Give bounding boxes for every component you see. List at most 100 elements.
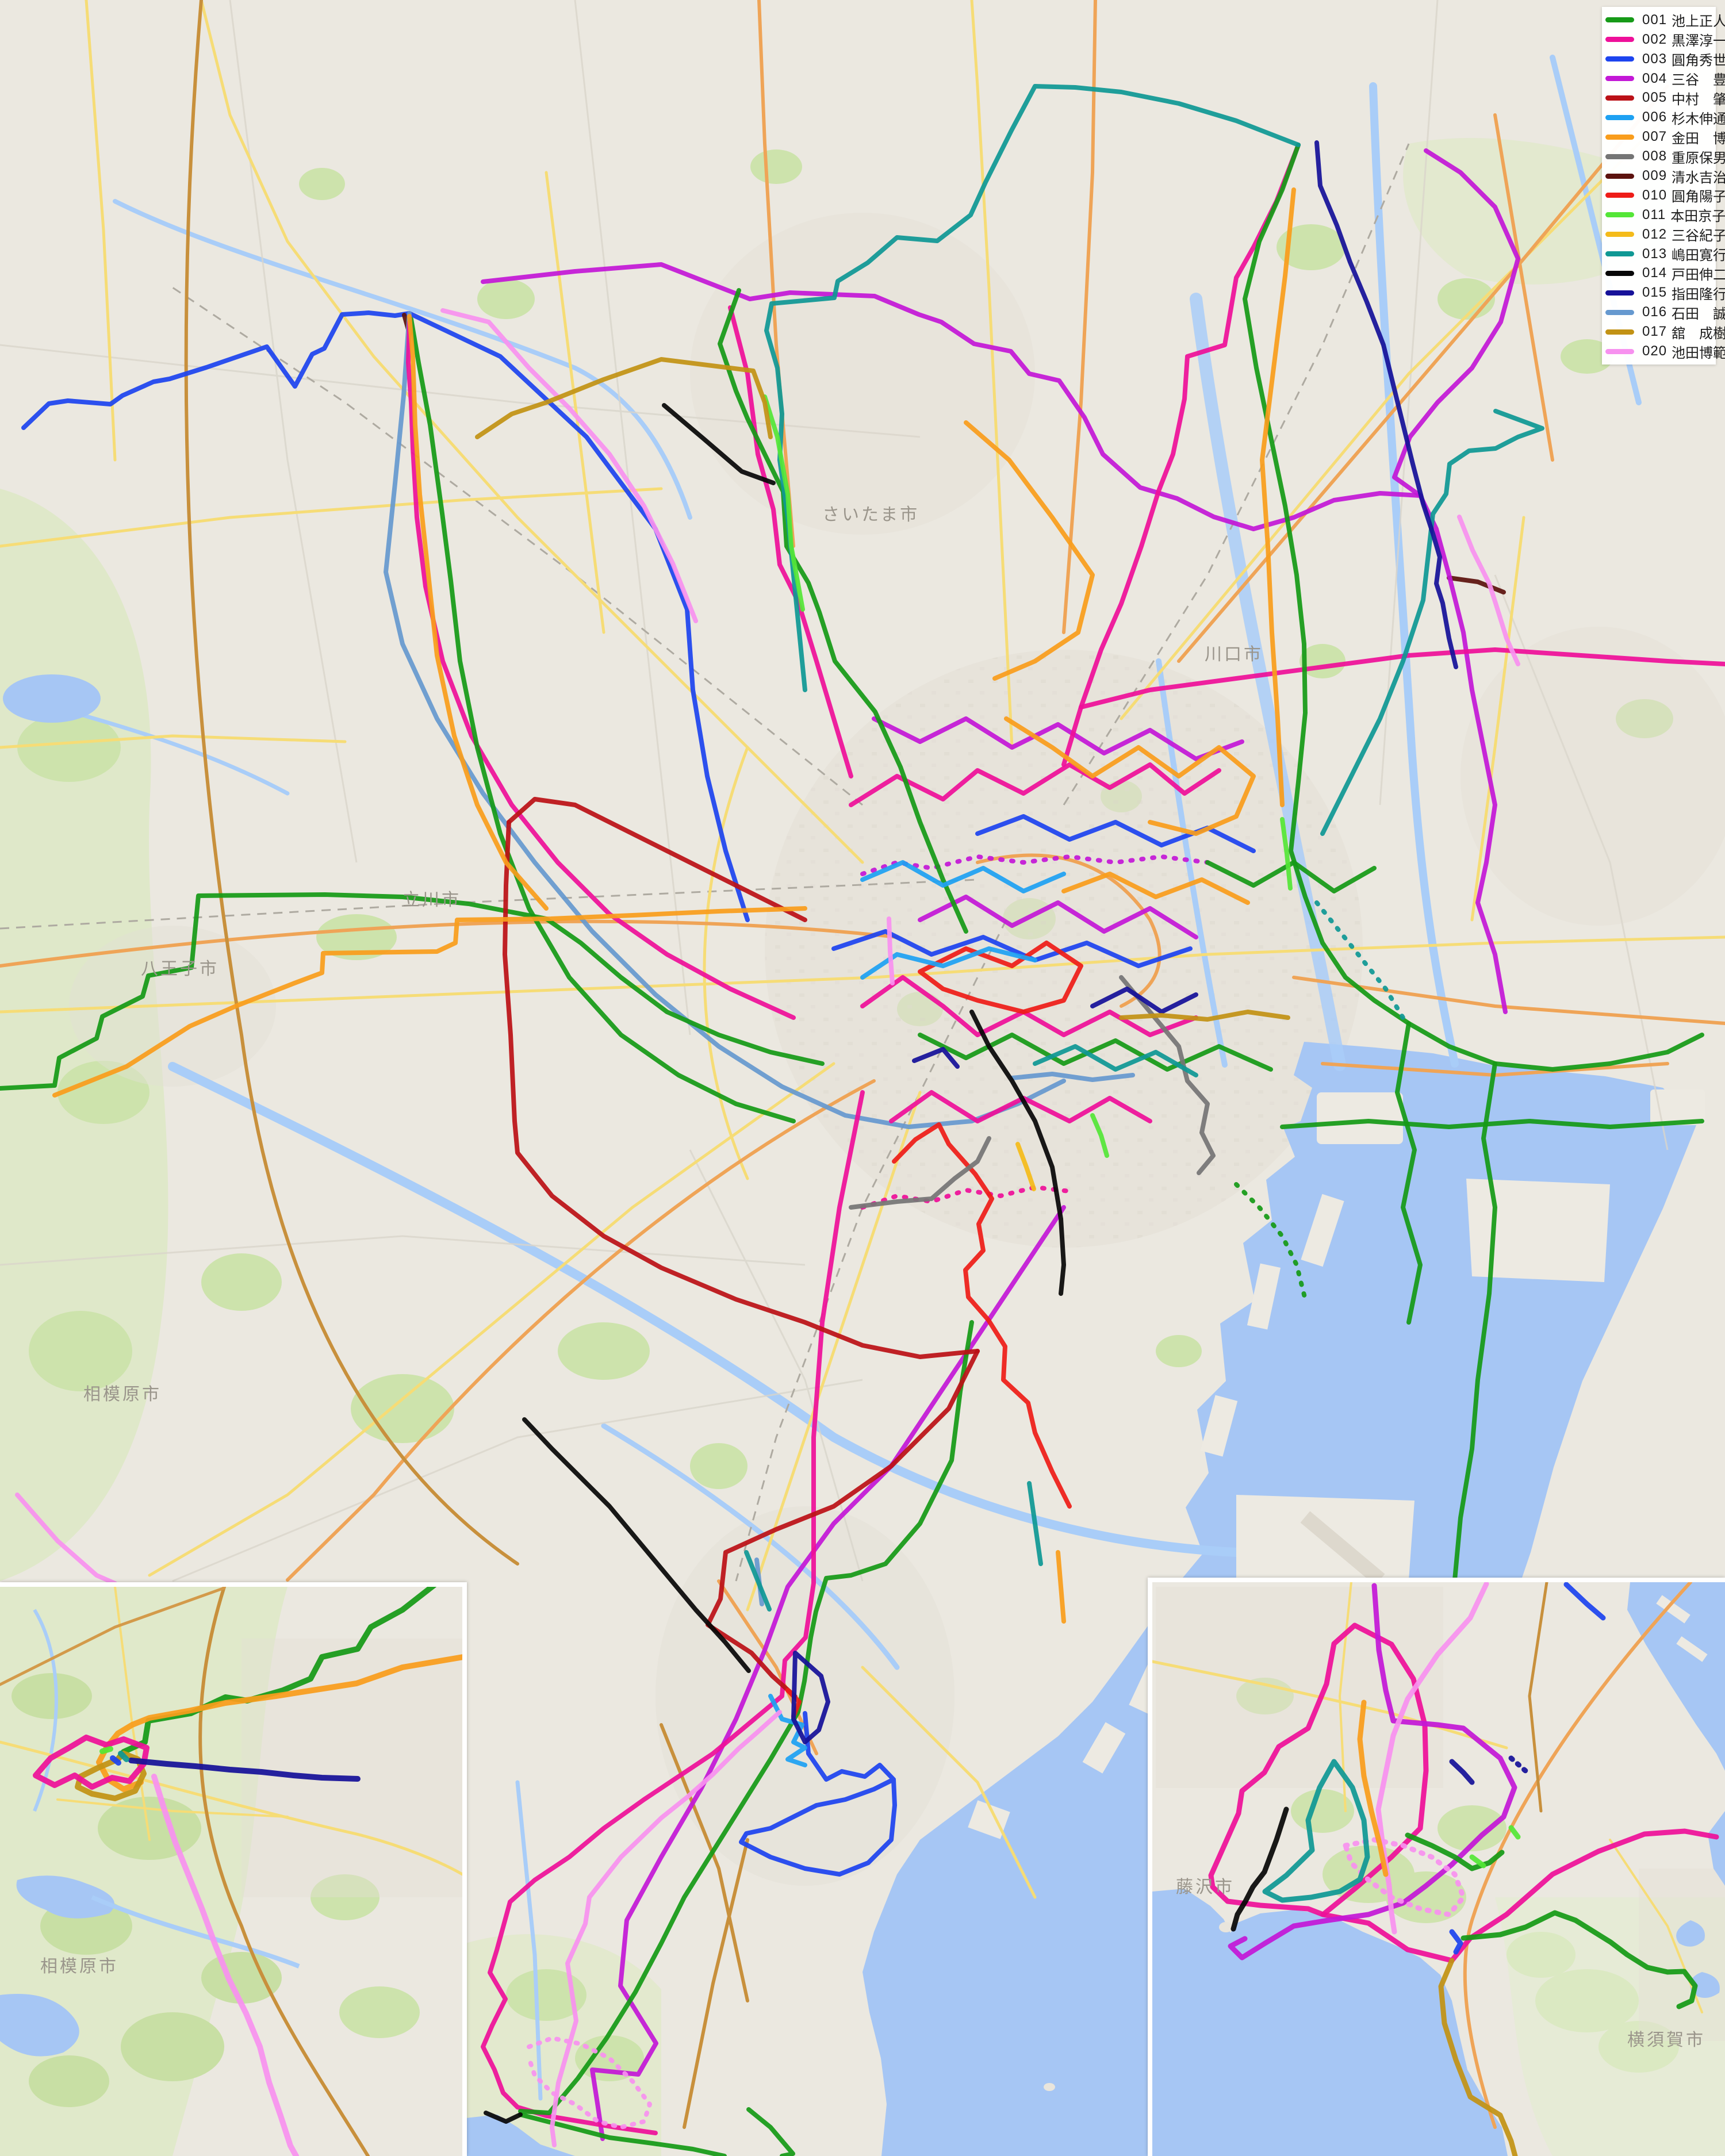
gps-track-013 <box>1320 409 1544 836</box>
gps-track-007 <box>1056 1550 1066 1624</box>
legend-entry-name: 指田隆行 <box>1672 286 1725 302</box>
legend-entry-name: 重原保男 <box>1672 150 1725 166</box>
gps-track-016 <box>384 311 1066 1129</box>
legend-row: 004 三谷 豊 <box>1604 70 1725 88</box>
gps-track-012 <box>1015 1142 1036 1191</box>
legend-entry-name: 圓角陽子 <box>1672 189 1725 205</box>
legend-color-swatch <box>1605 348 1634 354</box>
gps-track-011 <box>99 1746 113 1754</box>
legend-entry-id: 012 <box>1642 226 1667 242</box>
gps-track-017 <box>1119 1010 1290 1022</box>
gps-track-002 <box>1320 1828 1719 1963</box>
legend-row: 009 清水吉治 <box>1604 167 1725 186</box>
legend-row: 020 池田博範 <box>1604 343 1725 361</box>
gps-track-001 <box>1452 1061 1497 1582</box>
legend-entry-id: 017 <box>1642 324 1667 340</box>
gps-track-014 <box>662 403 776 485</box>
inset-right-terrain <box>1156 1587 1725 2156</box>
legend-entry-name: 石田 誠 <box>1672 306 1725 322</box>
gps-track-020 <box>1343 1837 1466 1917</box>
legend-entry-name: 圓角秀世 <box>1672 53 1725 69</box>
gps-track-020 <box>15 1493 117 1586</box>
gps-track-015 <box>1508 1755 1528 1774</box>
legend-row: 014 戸田伸二 <box>1604 264 1725 283</box>
gps-track-003 <box>407 311 750 922</box>
gps-track-007 <box>1061 872 1250 905</box>
park-blobs <box>17 149 1673 2081</box>
legend-entry-name: 黒澤淳一 <box>1672 33 1725 49</box>
gps-track-002 <box>1061 143 1301 767</box>
gps-track-011 <box>1469 1854 1486 1869</box>
gps-track-017 <box>75 1751 147 1801</box>
gps-track-001 <box>1243 143 1704 1072</box>
legend-color-swatch <box>1605 114 1634 120</box>
legend-row: 006 杉木伸通 <box>1604 109 1725 127</box>
inset-map-takao: 相模原市 <box>0 1582 467 2156</box>
gps-track-007 <box>1004 716 1256 836</box>
gps-track-014 <box>522 1417 751 1673</box>
gps-track-009 <box>1447 576 1506 594</box>
inset-left-roads <box>0 1587 462 2156</box>
legend-entry-id: 020 <box>1642 343 1667 359</box>
gps-track-020 <box>550 1710 782 2147</box>
legend-entry-name: 本田京子 <box>1670 209 1725 225</box>
legend-color-swatch <box>1605 290 1634 296</box>
legend-entry-name: 戸田伸二 <box>1672 267 1725 283</box>
gps-track-001 <box>1460 1910 1698 2009</box>
gps-track-015 <box>1314 140 1458 669</box>
legend-entry-name: 清水吉治 <box>1672 170 1725 186</box>
gps-track-020 <box>1457 515 1520 666</box>
gps-track-006 <box>860 860 1066 893</box>
gps-track-015 <box>912 1047 960 1069</box>
legend-entry-name: 杉木伸通 <box>1672 111 1725 127</box>
city-label: 相模原市 <box>40 1957 118 1976</box>
legend-color-swatch <box>1605 154 1634 159</box>
gps-track-003 <box>21 310 412 430</box>
gps-track-002 <box>728 305 853 778</box>
legend-entry-id: 002 <box>1642 31 1667 47</box>
gps-track-001 <box>518 2112 727 2156</box>
gps-track-001 <box>409 317 796 1123</box>
inset-right-roads <box>1152 1582 1703 2129</box>
gps-track-017 <box>1438 1958 1518 2156</box>
legend-entry-id: 011 <box>1642 206 1666 222</box>
gps-track-001 <box>746 2107 795 2156</box>
legend-color-swatch <box>1605 212 1634 218</box>
gps-track-002 <box>481 1090 865 2135</box>
gps-track-014 <box>1230 1806 1289 1932</box>
gps-track-015 <box>1449 1759 1475 1785</box>
city-label: 相模原市 <box>83 1385 162 1404</box>
gps-track-020 <box>887 916 895 985</box>
gps-track-015 <box>128 1758 361 1782</box>
gps-track-003 <box>739 1711 897 1877</box>
legend-row: 007 金田 博 <box>1604 128 1725 147</box>
tracks-inset-left <box>33 1587 462 2156</box>
legend-color-swatch <box>1605 134 1634 140</box>
legend-color-swatch <box>1605 193 1634 198</box>
legend-row: 017 舘 成樹 <box>1604 323 1725 342</box>
city-label: 横須賀市 <box>1627 2031 1705 2050</box>
legend-row: 003 圓角秀世 <box>1604 51 1725 68</box>
gps-track-011 <box>1508 1825 1521 1840</box>
legend-row: 002 黒澤淳一 <box>1604 31 1725 49</box>
legend-entry-id: 010 <box>1642 187 1667 203</box>
legend-color-swatch <box>1605 232 1634 237</box>
gps-track-020 <box>527 2036 652 2130</box>
gps-track-002 <box>406 320 796 1020</box>
gps-track-001 <box>0 892 825 1091</box>
gps-track-014 <box>484 2111 523 2124</box>
legend-entry-id: 006 <box>1642 109 1667 125</box>
inset-map-kamakura: 藤沢市 横須賀市 <box>1148 1578 1725 2156</box>
legend-entry-id: 014 <box>1642 265 1667 281</box>
map-labels-left: 相模原市 <box>40 1957 118 1976</box>
gps-track-020 <box>151 1774 299 2156</box>
legend-row: 008 重原保男 <box>1604 148 1725 166</box>
gps-track-004 <box>481 262 1508 1014</box>
gps-track-003 <box>1563 1582 1606 1621</box>
gps-track-001 <box>1280 1119 1704 1129</box>
legend-entry-id: 009 <box>1642 168 1667 184</box>
legend-entry-id: 016 <box>1642 304 1667 320</box>
railways <box>0 143 1410 1582</box>
gps-track-004 <box>860 854 1210 876</box>
